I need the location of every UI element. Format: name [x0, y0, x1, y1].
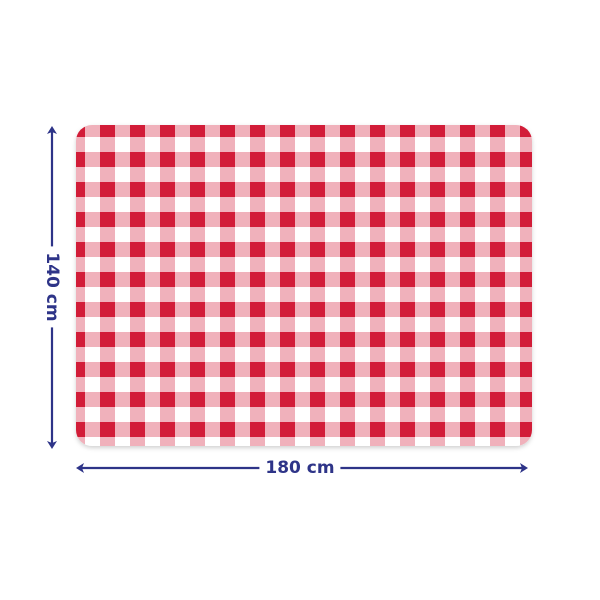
- width-label: 180 cm: [259, 458, 341, 478]
- gingham-tablecloth: [76, 125, 532, 446]
- height-label: 140 cm: [42, 246, 62, 328]
